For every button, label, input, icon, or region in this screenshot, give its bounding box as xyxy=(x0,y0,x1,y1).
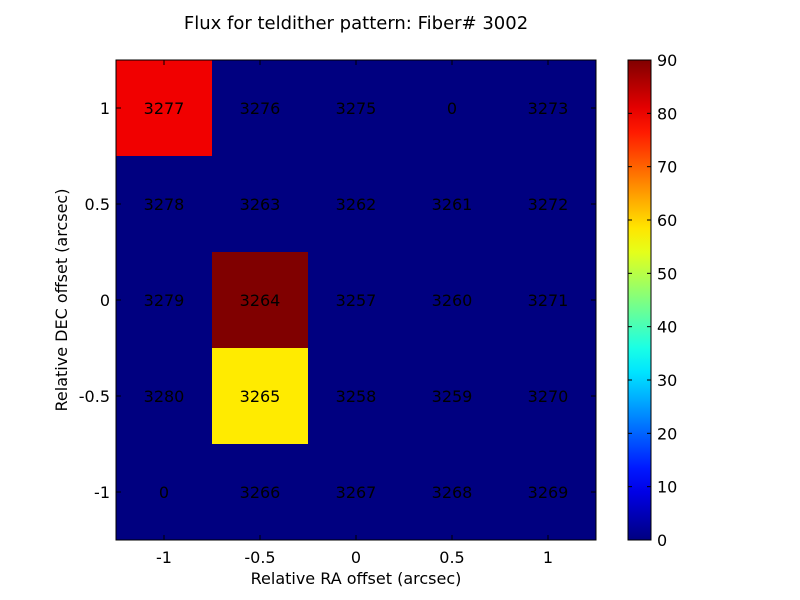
heatmap-cell xyxy=(308,156,404,252)
colorbar-tick-label: 50 xyxy=(657,264,677,283)
heatmap-cell-label: 3272 xyxy=(528,195,569,214)
heatmap-cell-label: 3275 xyxy=(336,99,377,118)
heatmap-cell-label: 3257 xyxy=(336,291,377,310)
heatmap-cell-label: 3265 xyxy=(240,387,281,406)
heatmap-cell-labels: 3277 3276 3275 0 3273 3278 3263 3262 3261 3272 327… xyxy=(144,99,569,502)
heatmap-cell xyxy=(116,444,212,540)
heatmap-cell-label: 3276 xyxy=(240,99,281,118)
x-tick-label: 0 xyxy=(351,548,361,567)
heatmap-cell-label: 3280 xyxy=(144,387,185,406)
heatmap-cell xyxy=(500,252,596,348)
heatmap-cell-label: 3259 xyxy=(432,387,473,406)
heatmap-cell-label: 3261 xyxy=(432,195,473,214)
y-tick-label: -1 xyxy=(94,483,110,502)
heatmap-cell-label: 3260 xyxy=(432,291,473,310)
heatmap-cells xyxy=(116,60,596,540)
heatmap-cell-label: 3264 xyxy=(240,291,281,310)
heatmap-cell xyxy=(308,252,404,348)
heatmap-cell-label: 3271 xyxy=(528,291,569,310)
heatmap-cell xyxy=(404,348,500,444)
heatmap-cell xyxy=(500,444,596,540)
heatmap-cell xyxy=(404,252,500,348)
heatmap-cell xyxy=(308,444,404,540)
heatmap-cell-label: 3277 xyxy=(144,99,185,118)
colorbar-tick-label: 30 xyxy=(657,371,677,390)
heatmap-cell xyxy=(116,348,212,444)
heatmap-cell-label: 0 xyxy=(447,99,457,118)
heatmap-cell-label: 3267 xyxy=(336,483,377,502)
colorbar-tick-label: 10 xyxy=(657,478,677,497)
y-tick-label: -0.5 xyxy=(79,387,110,406)
x-axis-label: Relative RA offset (arcsec) xyxy=(251,569,462,588)
heatmap-cell-label: 3279 xyxy=(144,291,185,310)
chart-title: Flux for teldither pattern: Fiber# 3002 xyxy=(184,13,528,34)
y-tick-label: 1 xyxy=(100,99,110,118)
heatmap-cell-label: 3269 xyxy=(528,483,569,502)
heatmap-cell-label: 3263 xyxy=(240,195,281,214)
heatmap-cell xyxy=(116,60,212,156)
x-tick-label: 0.5 xyxy=(439,548,464,567)
heatmap-cell xyxy=(404,60,500,156)
heatmap-cell-label: 3273 xyxy=(528,99,569,118)
heatmap-cell xyxy=(500,60,596,156)
heatmap-cell xyxy=(116,156,212,252)
colorbar-tick-label: 90 xyxy=(657,51,677,70)
colorbar-tick-label: 0 xyxy=(657,531,667,550)
heatmap-cell-label: 3278 xyxy=(144,195,185,214)
heatmap-cell xyxy=(212,444,308,540)
heatmap-cell xyxy=(116,252,212,348)
heatmap-cell xyxy=(308,60,404,156)
x-tick-label: 1 xyxy=(543,548,553,567)
x-tick-label: -1 xyxy=(156,548,172,567)
heatmap-cell-label: 0 xyxy=(159,483,169,502)
heatmap-cell xyxy=(212,252,308,348)
heatmap-cell xyxy=(308,348,404,444)
heatmap-cell xyxy=(212,348,308,444)
heatmap-cell-label: 3258 xyxy=(336,387,377,406)
colorbar-ticks: 0 10 20 30 40 50 60 70 80 90 xyxy=(628,51,677,550)
heatmap-cell-label: 3262 xyxy=(336,195,377,214)
y-tick-label: 0.5 xyxy=(85,195,110,214)
heatmap-cell xyxy=(500,348,596,444)
colorbar-tick-label: 80 xyxy=(657,104,677,123)
y-tick-label: 0 xyxy=(100,291,110,310)
y-axis-ticks: 1 0.5 0 -0.5 -1 xyxy=(79,99,596,502)
colorbar-tick-label: 20 xyxy=(657,424,677,443)
colorbar-tick-label: 60 xyxy=(657,211,677,230)
heatmap-cell xyxy=(212,156,308,252)
heatmap-cell xyxy=(500,156,596,252)
heatmap-cell xyxy=(404,444,500,540)
x-axis-ticks: -1 -0.5 0 0.5 1 xyxy=(156,60,553,567)
heatmap-cell xyxy=(212,60,308,156)
y-axis-label: Relative DEC offset (arcsec) xyxy=(52,189,71,412)
colorbar xyxy=(627,59,652,541)
x-tick-label: -0.5 xyxy=(244,548,275,567)
heatmap-cell xyxy=(404,156,500,252)
heatmap-cell-label: 3268 xyxy=(432,483,473,502)
colorbar-tick-label: 40 xyxy=(657,318,677,337)
colorbar-tick-label: 70 xyxy=(657,158,677,177)
heatmap-cell-label: 3266 xyxy=(240,483,281,502)
heatmap-cell-label: 3270 xyxy=(528,387,569,406)
